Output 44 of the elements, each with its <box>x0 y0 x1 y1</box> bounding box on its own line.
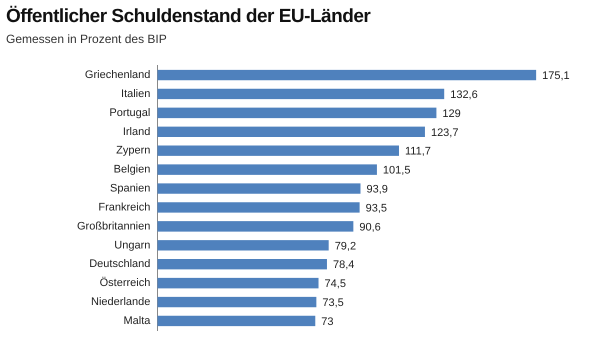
data-label: 73 <box>321 316 334 328</box>
bar <box>157 278 319 288</box>
data-label: 111,7 <box>404 146 431 158</box>
y-tick-label: Malta <box>123 314 152 327</box>
y-tick-label: Spanien <box>110 182 150 195</box>
y-tick-label: Griechenland <box>84 69 150 82</box>
y-tick-label: Irland <box>122 126 150 138</box>
y-tick-label: Deutschland <box>89 258 150 270</box>
bar <box>157 164 377 175</box>
y-tick-label: Zypern <box>116 144 150 157</box>
bar <box>157 108 436 118</box>
data-label: 90,6 <box>359 221 381 234</box>
data-label: 73,5 <box>322 297 344 310</box>
y-tick-label: Niederlande <box>91 296 150 308</box>
bar <box>157 183 360 194</box>
y-tick-label: Großbritannien <box>76 220 150 232</box>
data-label: 123,7 <box>430 126 458 139</box>
y-tick-label: Österreich <box>100 276 150 290</box>
y-tick-label: Frankreich <box>98 201 150 214</box>
bar <box>157 221 354 232</box>
data-label: 93,9 <box>366 184 388 196</box>
bar <box>157 70 536 80</box>
data-label: 78,4 <box>332 259 354 272</box>
bar <box>157 316 316 326</box>
bar <box>157 259 327 270</box>
bar <box>157 296 316 308</box>
bar <box>157 88 444 100</box>
chart-title: Öffentlicher Schuldenstand der EU-Länder <box>6 6 370 28</box>
y-tick-label: Italien <box>121 88 150 100</box>
bar <box>157 126 425 137</box>
data-label: 79,2 <box>334 240 356 252</box>
y-tick-label: Portugal <box>109 106 150 119</box>
data-label: 129 <box>442 108 461 120</box>
y-tick-label: Ungarn <box>114 239 150 252</box>
y-tick-label: Belgien <box>114 164 150 176</box>
bar <box>157 202 360 213</box>
data-label: 74,5 <box>324 278 346 290</box>
chart-subtitle: Gemessen in Prozent des BIP <box>6 32 167 46</box>
data-label: 93,5 <box>366 202 388 214</box>
bar <box>157 146 399 156</box>
data-label: 132,6 <box>450 89 478 102</box>
bar <box>157 240 329 250</box>
data-label: 101,5 <box>382 164 410 177</box>
data-label: 175,1 <box>542 70 570 82</box>
